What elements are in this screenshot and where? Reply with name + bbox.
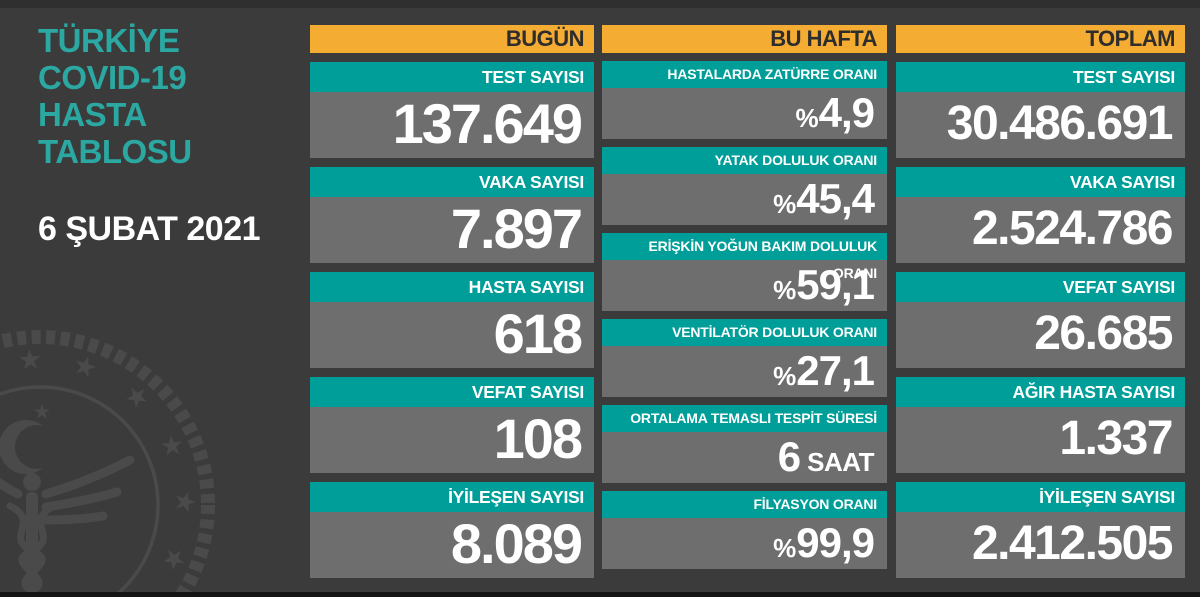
stat-card: FİLYASYON ORANI %99,9	[602, 491, 887, 569]
stat-label: TEST SAYISI	[310, 62, 594, 92]
stat-label: HASTALARDA ZATÜRRE ORANI	[602, 61, 887, 88]
stat-value: 1.337	[896, 407, 1185, 473]
title-line-3: HASTA	[38, 96, 147, 133]
stat-value: 6 SAAT	[602, 432, 887, 483]
stat-value: %45,4	[602, 174, 887, 225]
stat-label: FİLYASYON ORANI	[602, 491, 887, 518]
stat-card: VAKA SAYISI 7.897	[310, 167, 594, 263]
stat-value: 618	[310, 302, 594, 368]
stat-card: TEST SAYISI 30.486.691	[896, 62, 1185, 158]
stat-label: YATAK DOLULUK ORANI	[602, 147, 887, 174]
stat-number: 99,9	[796, 519, 875, 566]
inner-ring	[0, 385, 160, 597]
stat-number: 4,9	[818, 89, 875, 136]
stat-label: VEFAT SAYISI	[310, 377, 594, 407]
column-header-bugun: BUGÜN	[310, 25, 594, 53]
stat-value: %27,1	[602, 346, 887, 397]
stat-value: %4,9	[602, 88, 887, 139]
stat-value: 137.649	[310, 92, 594, 158]
column-header-toplam: TOPLAM	[896, 25, 1185, 53]
stat-label: AĞIR HASTA SAYISI	[896, 377, 1185, 407]
page-title: TÜRKİYE COVID-19 HASTA TABLOSU	[38, 22, 192, 170]
stat-card: VEFAT SAYISI 108	[310, 377, 594, 473]
stat-card: İYİLEŞEN SAYISI 8.089	[310, 482, 594, 578]
stat-card: AĞIR HASTA SAYISI 1.337	[896, 377, 1185, 473]
top-border	[0, 0, 1200, 8]
percent-prefix: %	[795, 103, 819, 133]
caduceus-icon	[0, 455, 135, 595]
unit-suffix: SAAT	[807, 447, 874, 477]
stat-label: VAKA SAYISI	[896, 167, 1185, 197]
stat-label: VENTİLATÖR DOLULUK ORANI	[602, 319, 887, 346]
stat-value: 108	[310, 407, 594, 473]
stat-value: 8.089	[310, 512, 594, 578]
stat-card: VEFAT SAYISI 26.685	[896, 272, 1185, 368]
stat-number: 59,1	[796, 261, 875, 308]
title-line-2: COVID-19	[38, 59, 187, 96]
stat-label: İYİLEŞEN SAYISI	[310, 482, 594, 512]
stat-card: ORTALAMA TEMASLI TESPİT SÜRESİ 6 SAAT	[602, 405, 887, 483]
stat-label: ERİŞKİN YOĞUN BAKIM DOLULUK ORANI	[602, 233, 887, 281]
percent-prefix: %	[773, 533, 797, 563]
title-line-1: TÜRKİYE	[38, 22, 180, 59]
stat-label: HASTA SAYISI	[310, 272, 594, 302]
stat-card: VAKA SAYISI 2.524.786	[896, 167, 1185, 263]
stat-value: 7.897	[310, 197, 594, 263]
percent-prefix: %	[773, 275, 797, 305]
title-line-4: TABLOSU	[38, 133, 192, 170]
stat-card: HASTA SAYISI 618	[310, 272, 594, 368]
stat-number: 27,1	[796, 347, 875, 394]
column-bu-hafta: BU HAFTA HASTALARDA ZATÜRRE ORANI %4,9 Y…	[602, 25, 887, 569]
column-bugun: BUGÜN TEST SAYISI 137.649 VAKA SAYISI 7.…	[310, 25, 594, 578]
stat-label: TEST SAYISI	[896, 62, 1185, 92]
stat-card: TEST SAYISI 137.649	[310, 62, 594, 158]
stat-number: 6	[777, 433, 801, 480]
stat-card: HASTALARDA ZATÜRRE ORANI %4,9	[602, 61, 887, 139]
stat-label: VAKA SAYISI	[310, 167, 594, 197]
stat-label: İYİLEŞEN SAYISI	[896, 482, 1185, 512]
column-header-bu-hafta: BU HAFTA	[602, 25, 887, 53]
stat-value: 2.412.505	[896, 512, 1185, 578]
stat-label: ORTALAMA TEMASLI TESPİT SÜRESİ	[602, 405, 887, 432]
stat-value: 30.486.691	[896, 92, 1185, 158]
stat-value: 26.685	[896, 302, 1185, 368]
percent-prefix: %	[773, 361, 797, 391]
rope-ring	[0, 330, 215, 597]
stat-number: 45,4	[796, 175, 875, 222]
stat-label: VEFAT SAYISI	[896, 272, 1185, 302]
stat-value: %59,1	[602, 260, 887, 311]
stat-card: YATAK DOLULUK ORANI %45,4	[602, 147, 887, 225]
report-date: 6 ŞUBAT 2021	[38, 210, 261, 248]
health-ministry-logo	[0, 330, 215, 597]
stat-value: %99,9	[602, 518, 887, 569]
stat-card: VENTİLATÖR DOLULUK ORANI %27,1	[602, 319, 887, 397]
stat-card: İYİLEŞEN SAYISI 2.412.505	[896, 482, 1185, 578]
column-toplam: TOPLAM TEST SAYISI 30.486.691 VAKA SAYIS…	[896, 25, 1185, 578]
bottom-border	[0, 592, 1200, 597]
stat-value: 2.524.786	[896, 197, 1185, 263]
crescent-icon	[0, 403, 59, 474]
percent-prefix: %	[773, 189, 797, 219]
stat-card: ERİŞKİN YOĞUN BAKIM DOLULUK ORANI %59,1	[602, 233, 887, 311]
